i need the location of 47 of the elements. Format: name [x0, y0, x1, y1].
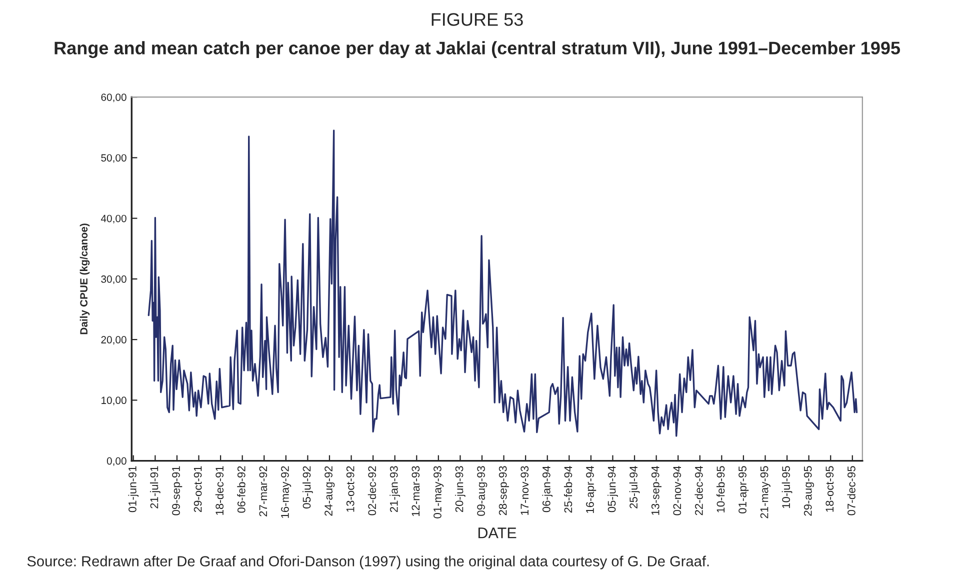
- y-tick-label: 20,00: [101, 336, 126, 345]
- y-tick-label: 40,00: [100, 214, 126, 224]
- x-tick-label: 21-jul-91: [150, 466, 160, 508]
- x-tick-label: 25-feb-94: [564, 466, 572, 513]
- x-tick-label: 06-feb-92: [237, 466, 246, 513]
- x-tick-label: 02-nov-94: [673, 466, 682, 516]
- x-tick-label: 01-may-93: [434, 466, 444, 518]
- x-tick-label: 05-jul-92: [302, 466, 313, 508]
- x-tick-label: 21-may-95: [760, 466, 770, 518]
- x-tick-label: 27-mar-92: [259, 466, 268, 516]
- x-tick-label: 13-oct-92: [346, 466, 354, 512]
- line-series: [148, 130, 858, 437]
- y-tick-label: 10,00: [102, 396, 126, 406]
- x-tick-label: 12-mar-93: [412, 466, 420, 516]
- x-tick-label: 28-sep-93: [498, 466, 509, 516]
- y-tick-label: 50,00: [101, 154, 126, 163]
- x-tick-label: 29-oct-91: [194, 466, 202, 512]
- x-tick-label: 10-jul-95: [782, 466, 792, 508]
- chart-subtitle: Range and mean catch per canoe per day at Jaklai (central stratum VII), June 1991–December 1995: [54, 41, 900, 58]
- x-tick-label: 02-dec-92: [368, 466, 376, 516]
- y-tick-label: 60,00: [101, 94, 126, 102]
- x-tick-label: 01-apr-95: [738, 466, 749, 514]
- y-axis-title: Daily CPUE (kg/canoe): [80, 224, 90, 334]
- x-tick-label: 18-oct-95: [826, 466, 834, 512]
- x-tick-label: 13-sep-94: [651, 466, 662, 515]
- y-tick-label: 30,00: [101, 275, 126, 284]
- x-tick-label: 01-jun-91: [128, 466, 139, 512]
- chart-title: FIGURE 53: [432, 13, 523, 26]
- x-tick-label: 09-aug-93: [477, 466, 488, 516]
- x-tick-label: 21-jan-93: [390, 466, 400, 512]
- x-tick-label: 24-aug-92: [324, 466, 335, 516]
- x-tick-label: 29-aug-95: [804, 466, 814, 516]
- y-tick-label: 0,00: [106, 457, 126, 466]
- x-tick-label: 22-dec-94: [694, 466, 703, 516]
- x-tick-label: 10-feb-95: [716, 466, 725, 512]
- x-tick-label: 07-dec-95: [847, 466, 856, 516]
- x-tick-label: 06-jan-94: [542, 466, 553, 512]
- x-tick-label: 25-jul-94: [629, 466, 640, 508]
- x-tick-label: 18-dec-91: [215, 466, 224, 515]
- x-tick-label: 16-apr-94: [586, 466, 596, 513]
- x-tick-label: 05-jun-94: [608, 466, 618, 512]
- x-tick-label: 20-jun-93: [455, 466, 466, 512]
- x-tick-label: 17-nov-93: [520, 466, 529, 515]
- x-tick-label: 16-may-92: [281, 466, 292, 518]
- x-axis-title: DATE: [478, 528, 516, 538]
- x-tick-label: 09-sep-91: [172, 466, 182, 516]
- source-note: Source: Redrawn after De Graaf and Ofori-Danson (1997) using the original data courtesy of G. De Graaf.: [27, 556, 709, 570]
